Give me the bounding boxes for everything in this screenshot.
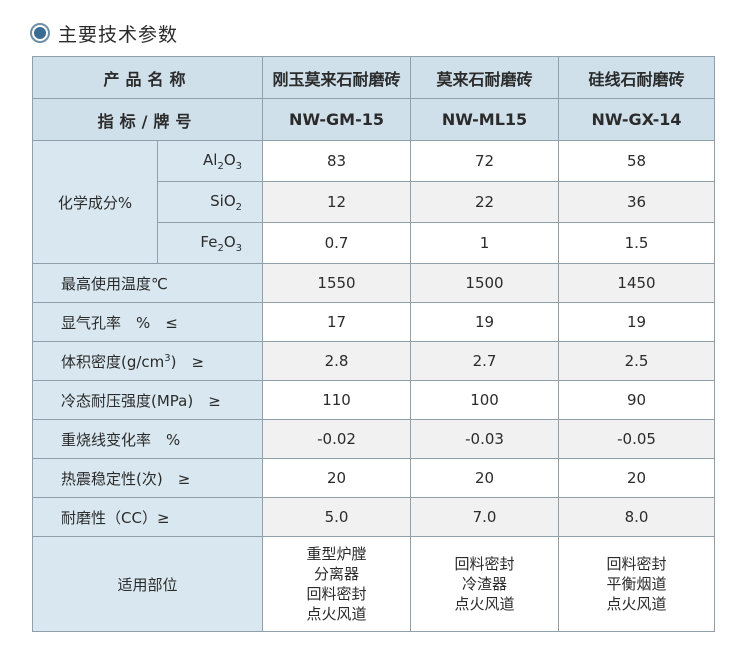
application-line: 回料密封 [454, 555, 515, 573]
application-cell: 重型炉膛 分离器 回料密封 点火风道 [262, 536, 412, 632]
table-cell: 20 [262, 458, 412, 498]
product-name: 莫来石耐磨砖 [410, 56, 560, 99]
thermal-shock-label: 热震稳定性(次) ≥ [31, 458, 264, 498]
table-cell: -0.03 [410, 419, 560, 459]
application-line: 回料密封 [606, 555, 667, 573]
table-row: 耐磨性（CC）≥ 5.0 7.0 8.0 [31, 497, 716, 537]
application-label: 适用部位 [31, 536, 264, 632]
table-cell: 20 [558, 458, 716, 498]
table-cell: 72 [410, 140, 560, 182]
application-line: 分离器 [314, 565, 360, 583]
table-cell: 1450 [558, 263, 716, 303]
density-label: 体积密度(g/cm3) ≥ [31, 341, 264, 381]
product-name-label: 产品名称 [31, 56, 264, 99]
table-row: 体积密度(g/cm3) ≥ 2.8 2.7 2.5 [31, 341, 716, 381]
table-cell: 2.8 [262, 341, 412, 381]
abrasion-label: 耐磨性（CC）≥ [31, 497, 264, 537]
header-row-name: 产品名称 刚玉莫来石耐磨砖 莫来石耐磨砖 硅线石耐磨砖 [31, 56, 716, 99]
chemical-label: 化学成分% [32, 140, 158, 264]
table-cell: 5.0 [262, 497, 412, 537]
spec-table: 产品名称 刚玉莫来石耐磨砖 莫来石耐磨砖 硅线石耐磨砖 指标/牌号 NW-GM-… [31, 56, 716, 632]
application-line: 点火风道 [606, 595, 667, 613]
table-cell: 1.5 [558, 222, 716, 264]
table-cell: 58 [558, 140, 716, 182]
application-cell: 回料密封 平衡烟道 点火风道 [558, 536, 716, 632]
table-cell: -0.02 [262, 419, 412, 459]
table-cell: 83 [262, 140, 412, 182]
application-line: 冷渣器 [462, 575, 508, 593]
table-cell: 1 [410, 222, 560, 264]
max-temp-label: 最高使用温度℃ [31, 263, 264, 303]
application-line: 回料密封 [306, 585, 367, 603]
table-row: Fe2O3 0.7 1 1.5 [33, 222, 716, 264]
table-cell: -0.05 [558, 419, 716, 459]
application-cell: 回料密封 冷渣器 点火风道 [410, 536, 560, 632]
table-cell: 0.7 [262, 222, 412, 264]
product-grade: NW-GM-15 [262, 98, 412, 141]
table-cell: 17 [262, 302, 412, 342]
table-row: 冷态耐压强度(MPa) ≥ 110 100 90 [31, 380, 716, 420]
circle-bullet-icon [30, 23, 50, 43]
table-row: 化学成分% Al2O3 83 72 58 [32, 140, 716, 264]
table-cell: 19 [410, 302, 560, 342]
product-name: 硅线石耐磨砖 [558, 56, 716, 99]
table-cell: 90 [558, 380, 716, 420]
section-heading: 主要技术参数 [30, 18, 178, 48]
application-line: 平衡烟道 [606, 575, 667, 593]
table-cell: 12 [262, 181, 412, 223]
section-title: 主要技术参数 [58, 23, 179, 46]
table-row: 最高使用温度℃ 1550 1500 1450 [31, 263, 716, 303]
table-row: 适用部位 重型炉膛 分离器 回料密封 点火风道 回料密封 冷渣器 点火风道 回料… [31, 536, 716, 632]
product-grade: NW-GX-14 [558, 98, 716, 141]
table-row: 重烧线变化率 % -0.02 -0.03 -0.05 [31, 419, 716, 459]
application-line: 点火风道 [454, 595, 515, 613]
product-grade: NW-ML15 [410, 98, 560, 141]
table-cell: 8.0 [558, 497, 716, 537]
application-line: 点火风道 [306, 605, 367, 623]
table-row: 显气孔率 % ≤ 17 19 19 [31, 302, 716, 342]
table-cell: 2.7 [410, 341, 560, 381]
table-cell: 100 [410, 380, 560, 420]
porosity-label: 显气孔率 % ≤ [31, 302, 264, 342]
table-cell: 20 [410, 458, 560, 498]
table-cell: 2.5 [558, 341, 716, 381]
table-cell: 36 [558, 181, 716, 223]
table-cell: 1550 [262, 263, 412, 303]
table-row: 热震稳定性(次) ≥ 20 20 20 [31, 458, 716, 498]
grade-label: 指标/牌号 [31, 98, 264, 141]
table-row: SiO2 12 22 36 [33, 181, 716, 223]
application-line: 重型炉膛 [306, 545, 367, 563]
table-cell: 1500 [410, 263, 560, 303]
formula-fe2o3: Fe2O3 [156, 222, 264, 264]
table-cell: 7.0 [410, 497, 560, 537]
product-name: 刚玉莫来石耐磨砖 [262, 56, 412, 99]
reheat-label: 重烧线变化率 % [31, 419, 264, 459]
table-cell: 19 [558, 302, 716, 342]
header-row-grade: 指标/牌号 NW-GM-15 NW-ML15 NW-GX-14 [31, 98, 716, 141]
formula-sio2: SiO2 [156, 181, 264, 223]
formula-al2o3: Al2O3 [156, 140, 264, 182]
table-cell: 22 [410, 181, 560, 223]
strength-label: 冷态耐压强度(MPa) ≥ [31, 380, 264, 420]
table-cell: 110 [262, 380, 412, 420]
